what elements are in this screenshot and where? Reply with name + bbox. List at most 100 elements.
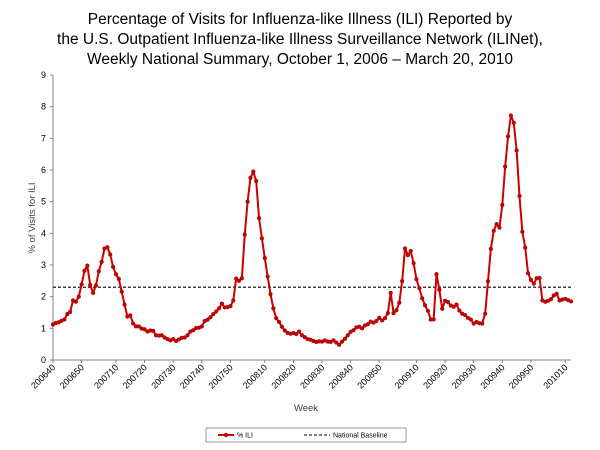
ili-data-point <box>65 311 70 317</box>
ili-data-point <box>505 134 511 139</box>
ili-data-point <box>279 324 285 329</box>
ili-data-point <box>234 276 239 281</box>
x-tick-label: 200940 <box>478 362 506 390</box>
ili-data-point <box>380 318 385 323</box>
legend: % ILI National Baseline <box>205 427 407 443</box>
x-tick-label: 200650 <box>58 362 86 390</box>
ili-data-point <box>365 322 370 327</box>
ili-data-point <box>337 342 342 347</box>
x-tick-label: 200840 <box>327 362 355 390</box>
ili-data-point <box>391 311 396 316</box>
ili-data-point <box>113 272 119 277</box>
ili-data-point <box>511 120 516 125</box>
series-layer <box>50 113 574 347</box>
ili-data-point <box>242 232 247 237</box>
ili-data-point <box>408 248 413 254</box>
ili-data-point <box>497 225 502 230</box>
x-axis-label: Week <box>294 403 318 414</box>
ili-data-point <box>208 315 213 320</box>
ili-data-point <box>457 308 462 313</box>
ili-data-point <box>136 324 141 329</box>
ili-data-point <box>99 259 104 264</box>
ili-data-point <box>245 199 250 204</box>
ili-data-point <box>199 324 204 329</box>
ili-data-point <box>508 113 513 118</box>
x-tick-label: 200710 <box>92 362 120 390</box>
y-tick-label: 1 <box>41 323 46 333</box>
x-axis-ticks: 200640 200650 200710 200720 200730 200740 2007… <box>29 360 570 391</box>
ili-data-point <box>437 287 442 292</box>
ili-data-point <box>520 229 525 234</box>
ili-data-point <box>405 253 410 258</box>
x-tick-label: 201010 <box>541 362 569 390</box>
ili-data-point <box>276 319 282 325</box>
ili-data-point <box>400 279 405 284</box>
x-tick-label: 200950 <box>507 362 535 390</box>
plot-area <box>52 75 571 361</box>
ili-data-point <box>228 304 233 309</box>
x-tick-label: 200850 <box>355 362 383 390</box>
ili-data-point <box>122 302 127 307</box>
ili-data-point <box>79 282 84 287</box>
chart-title: Percentage of Visits for Influenza-like … <box>57 11 543 68</box>
ili-data-point <box>259 236 265 241</box>
ili-data-point <box>525 271 531 276</box>
ili-data-point <box>185 333 190 338</box>
ili-data-point <box>231 298 236 303</box>
ili-data-point <box>517 193 522 199</box>
ili-data-point <box>131 321 136 326</box>
x-tick-label: 200740 <box>178 362 206 390</box>
legend-ili-marker <box>223 432 229 438</box>
ili-data-point <box>411 261 416 266</box>
ili-data-point <box>377 315 382 320</box>
ili-data-point <box>268 292 273 297</box>
y-axis-ticks: 0 1 2 3 4 5 6 7 8 9 <box>41 70 53 365</box>
ili-data-point <box>302 335 307 340</box>
ili-data-point <box>568 299 574 304</box>
ili-data-point <box>128 313 133 318</box>
ili-data-point <box>254 178 259 184</box>
y-tick-label: 9 <box>41 70 46 80</box>
ili-data-point <box>468 317 473 322</box>
ili-data-point <box>394 308 399 313</box>
x-tick-label: 200640 <box>29 362 57 390</box>
ili-data-point <box>76 294 81 299</box>
ili-data-point <box>454 302 459 307</box>
ili-data-point <box>96 269 101 274</box>
ili-data-point <box>151 328 156 333</box>
ili-data-point <box>491 228 496 233</box>
y-tick-label: 3 <box>41 260 46 270</box>
ili-data-point <box>334 340 339 345</box>
ili-data-point <box>382 316 388 321</box>
ili-data-point <box>434 272 439 277</box>
ili-data-point <box>425 308 431 314</box>
ili-data-point <box>451 304 456 309</box>
y-tick-label: 0 <box>41 355 46 365</box>
chart-title-line-2: the U.S. Outpatient Influenza-like Illne… <box>57 31 543 48</box>
ili-data-point <box>159 333 164 338</box>
x-tick-label: 200930 <box>450 362 478 390</box>
ili-data-point <box>68 309 73 314</box>
ili-data-point <box>463 312 468 318</box>
y-tick-label: 5 <box>41 197 46 207</box>
chart-title-line-3: Weekly National Summary, October 1, 2006… <box>87 51 513 68</box>
y-tick-label: 2 <box>41 292 46 302</box>
ili-data-point <box>251 169 256 174</box>
y-axis-label: % of Visits for ILI <box>27 182 38 253</box>
ili-data-point <box>262 255 267 261</box>
ili-data-point <box>205 317 210 322</box>
ili-data-point <box>282 328 287 333</box>
ili-data-point <box>402 246 408 251</box>
ili-data-point <box>142 327 147 332</box>
ili-data-point <box>110 264 116 269</box>
ili-data-point <box>445 299 451 305</box>
ili-data-point <box>265 274 270 279</box>
ili-data-point <box>248 175 253 181</box>
ili-data-point <box>191 328 196 333</box>
ili-data-point <box>85 263 90 268</box>
ili-data-point <box>537 275 542 281</box>
ili-data-point <box>503 164 508 169</box>
x-tick-label: 200720 <box>121 362 149 390</box>
ili-data-point <box>256 216 262 221</box>
